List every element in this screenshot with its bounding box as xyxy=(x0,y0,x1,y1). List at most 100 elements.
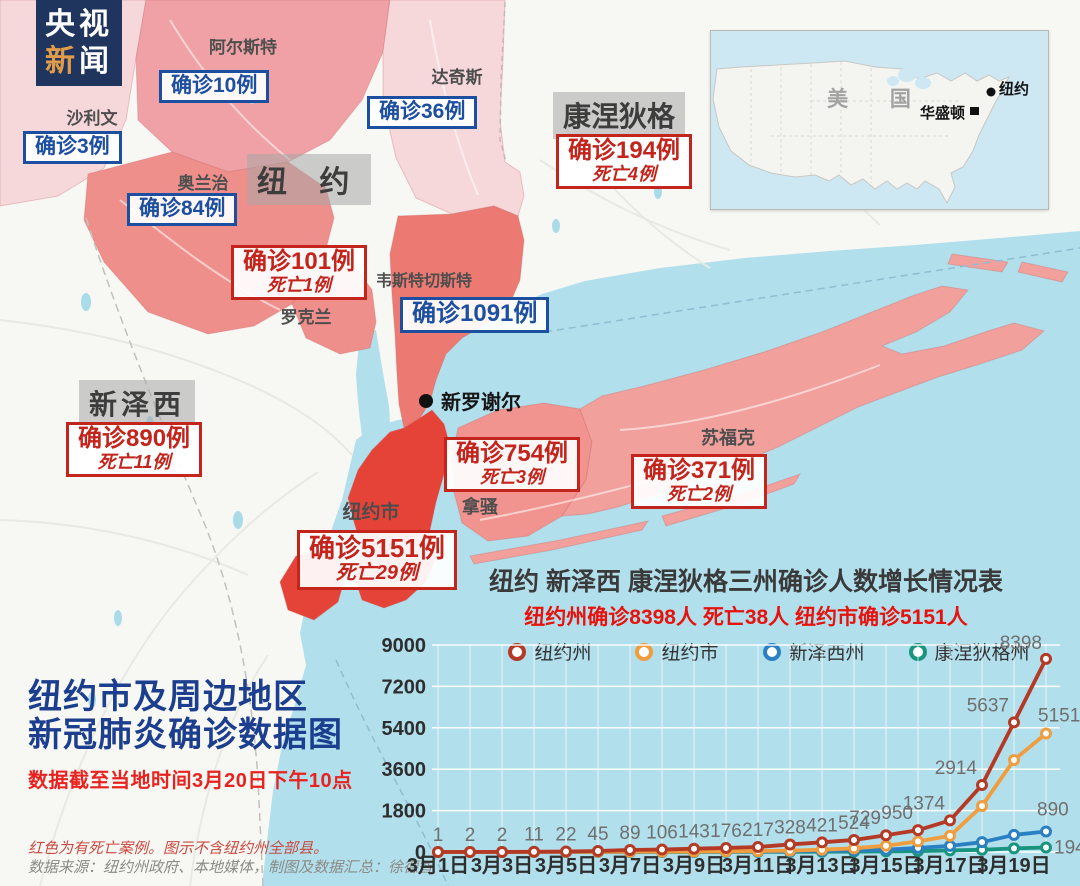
point-value-label: 8398 xyxy=(1000,633,1042,654)
data-point xyxy=(976,800,988,812)
chart-plot: 0 1800 3600 5400 7200 9000 3月1日 3月3日 3月5日 3月7日 3月9… xyxy=(382,633,1080,877)
data-point xyxy=(944,829,956,842)
state-tag-new-jersey: 新泽西 xyxy=(79,380,196,427)
logo-line1: 央视 xyxy=(45,8,113,41)
cases-box-dutchess: 确诊36例 xyxy=(367,96,478,129)
y-tick-label: 0 xyxy=(415,842,426,864)
data-point xyxy=(880,839,892,852)
maritime-lines xyxy=(335,247,1080,886)
point-value-label: 22 xyxy=(555,824,576,845)
main-title-line1: 纽约市及周边地区 xyxy=(28,678,308,716)
point-value-label: 176 xyxy=(710,821,742,842)
label-nyc: 纽约市 xyxy=(342,502,400,523)
y-tick-label: 3600 xyxy=(382,759,427,781)
x-tick-label: 3月1日 xyxy=(407,855,469,877)
county-label-westchester: 韦斯特切斯特 xyxy=(375,273,473,290)
point-value-label: 328 xyxy=(774,817,806,838)
county-label-suffolk: 苏福克 xyxy=(701,428,755,448)
data-point xyxy=(848,833,860,846)
y-tick-label: 7200 xyxy=(382,676,427,698)
poi-new-rochelle: 新罗谢尔 xyxy=(419,386,521,415)
x-tick-label: 3月11日 xyxy=(722,855,794,877)
x-tick-label: 3月13日 xyxy=(785,855,858,877)
x-tick-label: 3月5日 xyxy=(535,855,597,877)
x-tick-label: 3月9日 xyxy=(663,855,725,877)
us-locator-inset: 美 国 纽约 华盛顿 xyxy=(710,30,1049,210)
x-tick-label: 3月7日 xyxy=(599,855,661,877)
point-value-label: 950 xyxy=(881,803,913,824)
x-tick-label: 3月15日 xyxy=(849,855,922,877)
cases-box-ulster: 确诊10例 xyxy=(159,70,270,103)
legend-label: 新泽西州 xyxy=(788,643,865,664)
county-label-ulster: 阿尔斯特 xyxy=(209,38,277,57)
us-inset-map xyxy=(711,31,1048,209)
point-value-label: 5637 xyxy=(967,695,1009,716)
cases-box-new-jersey: 确诊890例 死亡11例 xyxy=(66,422,203,478)
inset-new-york-label: 纽约 xyxy=(999,81,1030,98)
point-value-label: 2 xyxy=(465,825,476,846)
great-lakes xyxy=(887,68,931,89)
main-title-line2: 新冠肺炎确诊数据图 xyxy=(28,716,343,754)
point-value-label: 143 xyxy=(678,822,710,843)
footnote-source: 数据来源：纽约州政府、本地媒体，制图及数据汇总：徐德智 xyxy=(28,859,434,876)
point-value-label: 729 xyxy=(849,808,881,829)
x-tick-label: 3月3日 xyxy=(471,855,533,877)
legend-label: 纽约州 xyxy=(534,643,592,664)
data-point xyxy=(688,842,700,855)
county-label-orange: 奥兰治 xyxy=(177,174,229,193)
data-point xyxy=(1040,841,1052,854)
cases-box-suffolk: 确诊371例 死亡2例 xyxy=(631,454,768,510)
dutchess-east-border xyxy=(499,1,507,163)
end-value-label: 890 xyxy=(1037,800,1069,821)
point-value-label: 11 xyxy=(524,825,544,846)
chart-title: 纽约 新泽西 康涅狄格三州确诊人数增长情况表 xyxy=(489,568,1003,596)
coast-island-2 xyxy=(1017,261,1069,283)
point-value-label: 217 xyxy=(742,820,774,841)
data-point xyxy=(752,841,764,854)
footnotes: 红色为有死亡案例。图示不含纽约州全部县。 数据来源：纽约州政府、本地媒体，制图及… xyxy=(28,839,433,877)
data-point xyxy=(656,843,668,856)
washington-square-icon xyxy=(970,107,979,115)
main-title: 纽约市及周边地区 新冠肺炎确诊数据图 数据截至当地时间3月20日下午10点 xyxy=(28,678,353,800)
x-tick-label: 3月17日 xyxy=(913,855,986,877)
data-point xyxy=(784,838,796,851)
data-point xyxy=(624,843,636,856)
logo-line2: 新闻 xyxy=(45,45,113,78)
point-value-label: 2 xyxy=(497,825,508,846)
data-point xyxy=(1008,716,1020,729)
growth-chart: 纽约 新泽西 康涅狄格三州确诊人数增长情况表 纽约州确诊8398人 死亡38人 … xyxy=(382,562,1080,886)
state-borders xyxy=(750,62,961,183)
chart-subtitle: 纽约州确诊8398人 死亡38人 纽约市确诊5151人 xyxy=(524,606,968,629)
data-point xyxy=(560,845,572,858)
state-border-dashed xyxy=(85,217,264,886)
point-value-label: 421 xyxy=(806,815,838,836)
legend-label: 纽约市 xyxy=(661,643,719,664)
data-point xyxy=(464,845,476,858)
point-value-label: 89 xyxy=(619,823,640,844)
point-value-label: 524 xyxy=(838,813,870,834)
new-york-dot-icon xyxy=(986,87,996,97)
county-label-nassau: 拿骚 xyxy=(462,497,498,517)
cases-box-nyc: 确诊5151例 死亡29例 xyxy=(297,530,457,590)
inset-country-label: 美 国 xyxy=(827,88,929,111)
cctv-news-logo: 央视 新闻 xyxy=(36,0,122,86)
data-point xyxy=(1008,842,1020,855)
data-point xyxy=(912,835,924,848)
data-point xyxy=(496,845,508,858)
county-label-sullivan: 沙利文 xyxy=(66,109,118,128)
data-point xyxy=(880,829,892,842)
data-point xyxy=(944,839,956,852)
cases-box-rockland: 确诊101例 死亡1例 xyxy=(231,245,368,301)
data-point xyxy=(528,845,540,858)
point-value-label: 1374 xyxy=(903,793,946,814)
cases-box-nassau: 确诊754例 死亡3例 xyxy=(444,437,581,493)
county-label-dutchess: 达奇斯 xyxy=(431,68,483,87)
data-point xyxy=(1040,652,1052,665)
data-point xyxy=(912,824,924,837)
data-point xyxy=(1040,727,1052,740)
coast-island-1 xyxy=(947,253,1009,273)
cases-box-connecticut: 确诊194例 死亡4例 xyxy=(556,134,693,190)
barrier-island-1 xyxy=(469,520,650,565)
data-point xyxy=(432,845,444,858)
